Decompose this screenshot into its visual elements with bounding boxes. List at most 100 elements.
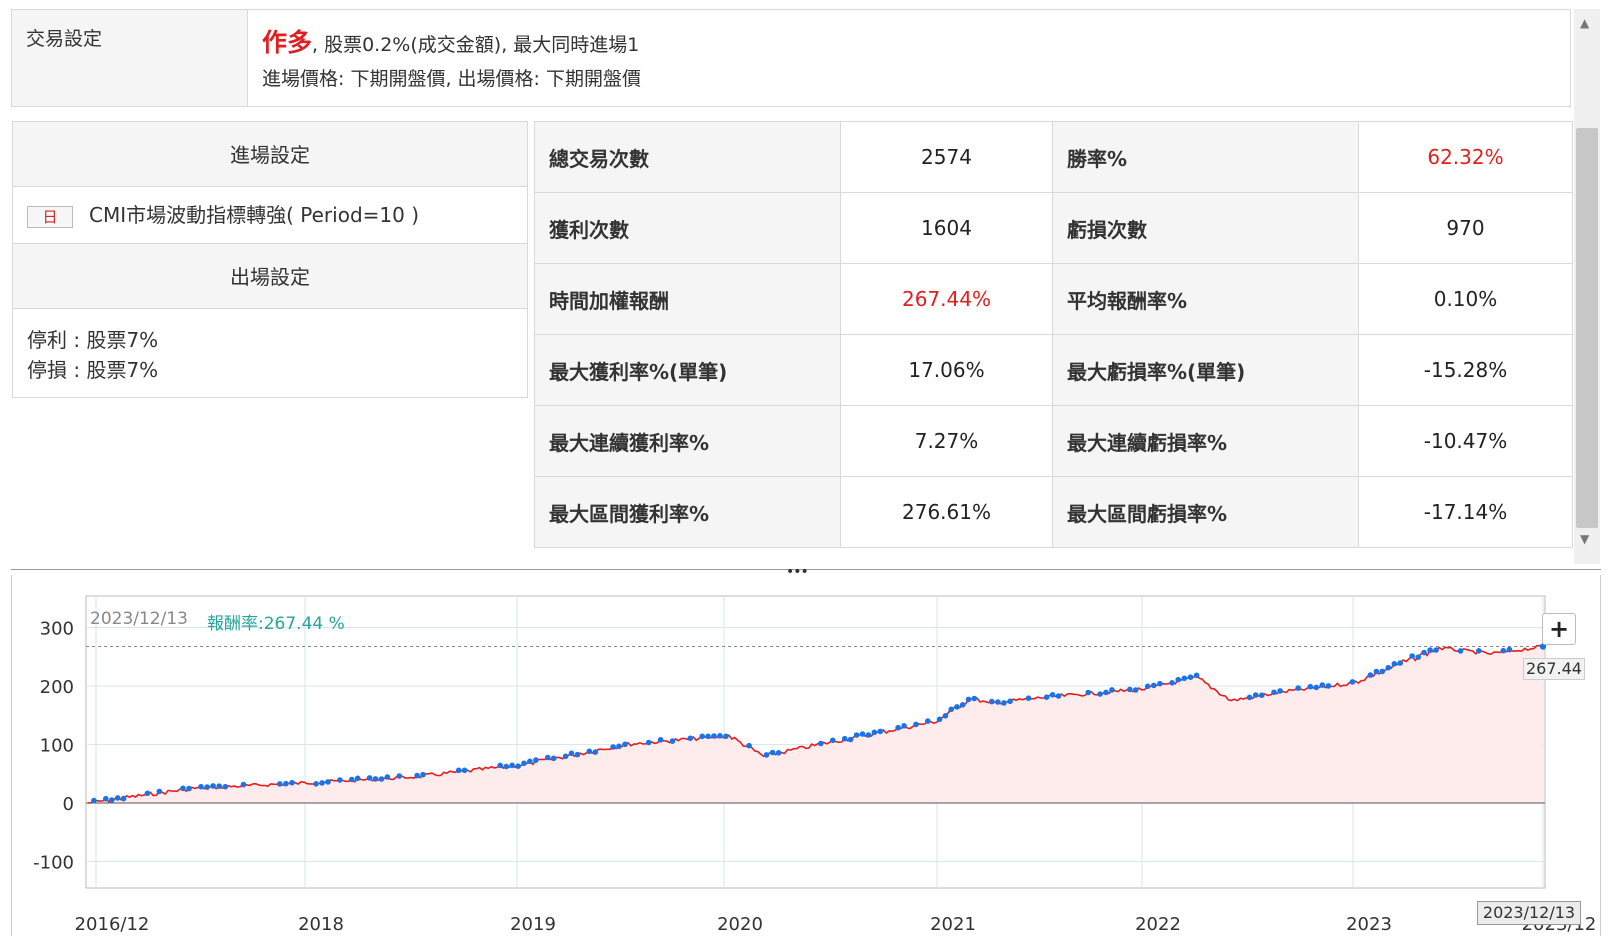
- win-trade-marker: [705, 733, 711, 740]
- win-trade-marker: [515, 763, 521, 769]
- win-trade-marker: [222, 783, 229, 790]
- win-trade-marker: [865, 732, 872, 738]
- trade-settings-line1: 作多, 股票0.2%(成交金額), 最大同時進場1: [262, 26, 641, 62]
- win-trade-marker: [592, 749, 599, 755]
- win-trade-marker: [1181, 675, 1188, 682]
- win-trade-marker: [455, 767, 462, 774]
- chart-header-return: 報酬率:267.44 %: [207, 614, 345, 634]
- win-trade-marker: [509, 762, 515, 769]
- win-trade-marker: [1295, 685, 1301, 691]
- win-trade-marker: [1127, 686, 1133, 693]
- win-trade-marker: [669, 738, 676, 744]
- entry-condition-text: CMI市場波動指標轉強( Period=10 ): [89, 203, 420, 227]
- win-trade-marker: [156, 788, 163, 795]
- win-trade-marker: [1151, 682, 1157, 689]
- win-trade-marker: [1397, 660, 1403, 666]
- win-trade-marker: [1421, 649, 1427, 656]
- win-trade-marker: [216, 783, 222, 789]
- stat-value: 17.06%: [840, 334, 1053, 406]
- stat-value: -15.28%: [1358, 334, 1573, 406]
- win-trade-marker: [1144, 683, 1151, 690]
- win-trade-marker: [1259, 692, 1265, 698]
- win-trade-marker: [1049, 692, 1056, 698]
- win-trade-marker: [895, 724, 901, 731]
- win-trade-marker: [1103, 689, 1109, 696]
- win-trade-marker: [562, 753, 569, 760]
- x-tick-label: 2022: [1135, 914, 1181, 935]
- win-trade-marker: [830, 737, 836, 744]
- x-tick-label: 2016/12: [75, 914, 150, 935]
- win-trade-marker: [616, 743, 622, 750]
- win-trade-marker: [319, 780, 325, 786]
- x-tick-label: 2018: [298, 914, 344, 935]
- x-tick-label: 2019: [510, 914, 556, 935]
- win-trade-marker: [818, 740, 824, 747]
- win-trade-marker: [1325, 683, 1332, 689]
- win-trade-marker: [1085, 689, 1091, 696]
- win-trade-marker: [763, 752, 770, 758]
- win-trade-marker: [1385, 664, 1392, 671]
- win-trade-marker: [114, 795, 121, 801]
- win-trade-marker: [954, 704, 960, 710]
- win-trade-marker: [769, 749, 776, 756]
- win-trade-marker: [1252, 692, 1259, 698]
- stat-value: -10.47%: [1358, 405, 1573, 477]
- timeframe-badge: 日: [27, 205, 73, 228]
- entry-condition-row: 日 CMI市場波動指標轉強( Period=10 ): [12, 186, 528, 244]
- stop-loss-text: 停損 : 股票7%: [27, 358, 159, 382]
- price-settings-text: 進場價格: 下期開盤價, 出場價格: 下期開盤價: [262, 68, 641, 90]
- stat-value: 2574: [840, 121, 1053, 193]
- win-trade-marker: [384, 774, 391, 780]
- win-trade-marker: [366, 775, 373, 781]
- stat-label: 最大虧損率%(單筆): [1052, 334, 1359, 406]
- stat-value: 970: [1358, 192, 1573, 264]
- scroll-up-icon[interactable]: ▲: [1580, 16, 1590, 30]
- stats-row: 最大區間獲利率% 276.61% 最大區間虧損率% -17.14%: [534, 476, 1573, 548]
- y-tick-label: -100: [33, 853, 74, 874]
- win-trade-marker: [1476, 648, 1482, 654]
- win-trade-marker: [877, 728, 884, 735]
- y-tick-label: 0: [63, 794, 74, 815]
- performance-stats-table: 總交易次數 2574 勝率% 62.32% 獲利次數 1604 虧損次數 970 時間加權報酬 2…: [534, 121, 1573, 548]
- win-trade-marker: [1187, 674, 1194, 680]
- win-trade-marker: [414, 772, 420, 779]
- stat-value: 62.32%: [1358, 121, 1573, 193]
- win-trade-marker: [337, 777, 343, 783]
- y-tick-label: 200: [40, 677, 74, 698]
- win-trade-marker: [1373, 668, 1380, 675]
- win-trade-marker: [545, 754, 551, 761]
- win-trade-marker: [210, 783, 216, 789]
- win-trade-marker: [723, 733, 729, 740]
- win-trade-marker: [610, 744, 616, 750]
- return-area: [88, 645, 1543, 803]
- win-trade-marker: [420, 771, 426, 778]
- win-trade-marker: [841, 735, 848, 742]
- win-trade-marker: [1109, 687, 1115, 693]
- pane-splitter[interactable]: [11, 569, 1601, 570]
- win-trade-marker: [1313, 684, 1320, 691]
- win-trade-marker: [901, 723, 907, 729]
- stat-value: 1604: [840, 192, 1053, 264]
- take-profit-text: 停利 : 股票7%: [27, 328, 159, 352]
- x-tick-label: 2020: [717, 914, 763, 935]
- win-trade-marker: [775, 750, 782, 756]
- win-trade-marker: [989, 698, 995, 705]
- win-trade-marker: [1500, 647, 1507, 654]
- win-trade-marker: [1169, 680, 1175, 686]
- win-trade-marker: [1427, 647, 1433, 653]
- win-trade-marker: [144, 790, 151, 797]
- scrollbar-thumb[interactable]: [1576, 128, 1598, 528]
- splitter-handle-icon[interactable]: •••: [786, 564, 809, 580]
- y-tick-label: 300: [40, 619, 74, 640]
- win-trade-marker: [204, 784, 210, 790]
- trade-settings-text: 作多, 股票0.2%(成交金額), 最大同時進場1 進場價格: 下期開盤價, 出…: [262, 26, 641, 96]
- stat-label: 勝率%: [1052, 121, 1359, 193]
- win-trade-marker: [1319, 682, 1326, 688]
- win-trade-marker: [521, 760, 527, 767]
- x-tick-label: 2023: [1346, 914, 1392, 935]
- win-trade-marker: [533, 757, 539, 763]
- scroll-down-icon[interactable]: ▼: [1580, 532, 1590, 546]
- fee-text: , 股票0.2%(成交金額), 最大同時進場1: [312, 34, 640, 56]
- zoom-in-button[interactable]: +: [1542, 613, 1576, 645]
- win-trade-marker: [1157, 680, 1163, 687]
